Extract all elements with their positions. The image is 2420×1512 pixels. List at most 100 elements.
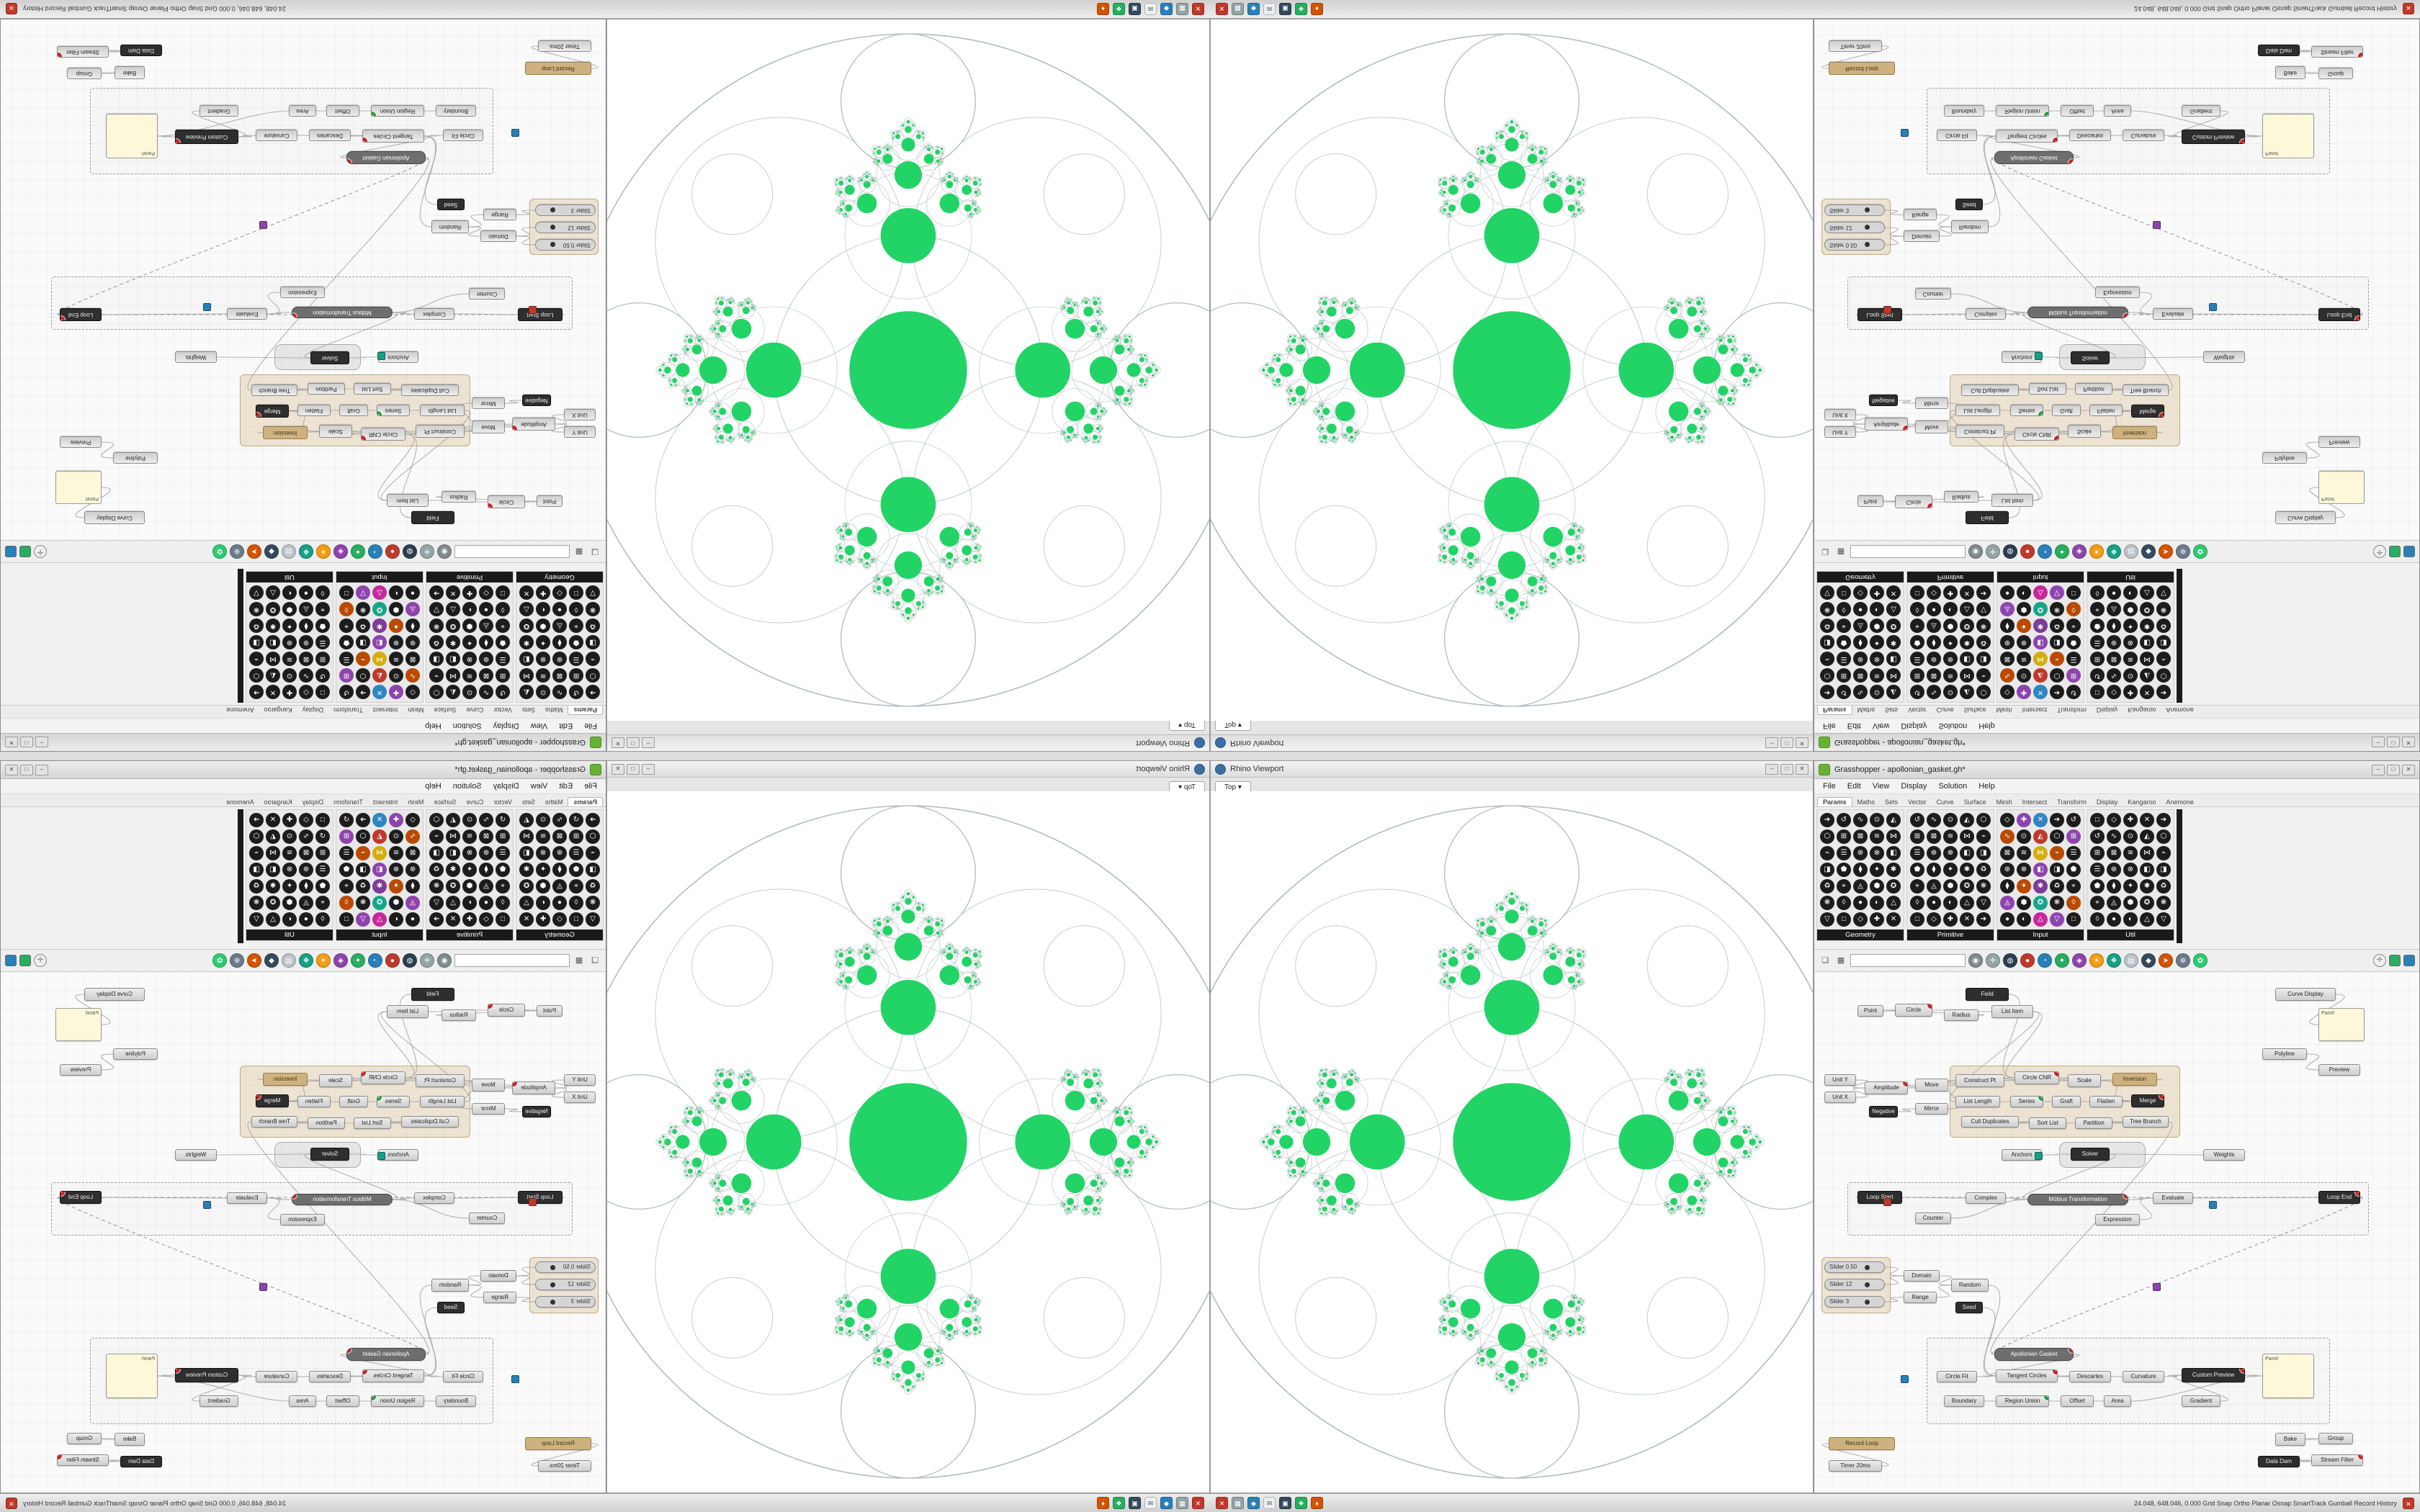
component-icon[interactable]: ◬ (552, 618, 567, 633)
component-icon[interactable]: ❋ (249, 896, 264, 910)
toolbar-icon-8[interactable]: ❖ (2107, 544, 2121, 559)
component-icon[interactable]: ✪ (372, 602, 387, 616)
gh-node[interactable]: Field (411, 988, 454, 1001)
component-icon[interactable]: ✪ (446, 879, 460, 894)
component-icon[interactable]: ◐ (2123, 912, 2138, 927)
component-icon[interactable]: ⧫ (299, 879, 313, 894)
component-icon[interactable]: ⊕ (2000, 863, 2015, 877)
tab-transform[interactable]: Transform (2057, 706, 2087, 714)
component-icon[interactable]: ✕ (266, 813, 280, 827)
component-icon[interactable]: ⊙ (2017, 829, 2031, 844)
component-icon[interactable]: ⬡ (356, 668, 370, 683)
component-icon[interactable]: ⊠ (2000, 652, 2015, 666)
component-icon[interactable]: ◇ (1853, 585, 1868, 600)
component-icon[interactable]: ◇ (479, 912, 493, 927)
component-icon[interactable]: ◊ (496, 896, 510, 910)
component-icon[interactable]: ◧ (2033, 635, 2048, 649)
gh-node[interactable]: Solver (310, 351, 349, 364)
menu-item-solution[interactable]: Solution (1938, 721, 1968, 730)
component-icon[interactable]: ◨ (586, 863, 600, 877)
viewport-tab-top[interactable]: Top ▾ (1169, 720, 1205, 731)
component-icon[interactable]: ✕ (372, 813, 387, 827)
component-icon[interactable]: ✚ (389, 685, 403, 699)
gh-node[interactable]: Apollonian Gasket✕ (346, 151, 426, 164)
component-icon[interactable]: ▽ (2050, 585, 2064, 600)
component-icon[interactable]: ⌖ (2090, 602, 2105, 616)
palette-group-label[interactable]: Primitive (1907, 930, 1994, 940)
viewport-titlebar[interactable]: Rhino Viewport – □ ✕ (607, 761, 1209, 778)
gh-node[interactable]: Random (431, 1279, 469, 1292)
component-icon[interactable]: ⌖ (1910, 879, 1924, 894)
toolbar-icon-2[interactable]: ◍ (403, 544, 417, 559)
gh-node[interactable]: Circle✕ (488, 495, 525, 508)
slider-knob[interactable] (550, 1299, 555, 1305)
component-icon[interactable]: ⬟ (2090, 879, 2105, 894)
component-icon[interactable]: ✪ (1886, 618, 1901, 633)
close-icon[interactable]: ✕ (5, 764, 18, 775)
component-icon[interactable]: ▽ (586, 585, 600, 600)
component-icon[interactable]: ◭ (1960, 685, 1974, 699)
component-icon[interactable]: ▽ (2050, 912, 2064, 927)
component-icon[interactable]: ➔ (1976, 585, 1991, 600)
component-icon[interactable]: ≋ (2123, 846, 2138, 860)
component-icon[interactable]: ◭ (2140, 668, 2154, 683)
gh-node[interactable]: Slider 12 (535, 222, 596, 233)
gh-node[interactable]: Panel (2262, 114, 2314, 158)
component-icon[interactable]: ⬡ (2156, 668, 2171, 683)
gh-node[interactable]: Tree Branch (251, 384, 297, 396)
gh-node[interactable]: Polyline (2262, 1048, 2307, 1060)
component-icon[interactable]: △ (372, 585, 387, 600)
gh-node[interactable]: Counter (469, 288, 505, 300)
gh-node[interactable]: Circle Fit (1937, 1371, 1977, 1382)
gh-node[interactable]: Cull Duplicates (401, 1116, 459, 1128)
gh-node[interactable]: Panel (2318, 1008, 2365, 1041)
component-icon[interactable]: ✪ (446, 618, 460, 633)
component-icon[interactable]: ⊕ (552, 846, 567, 860)
component-icon[interactable]: ◇ (2000, 813, 2015, 827)
node-canvas[interactable]: Field Point Circle✕ Radius List Item Curve Di… (1, 972, 606, 1493)
gh-node[interactable]: Apollonian Gasket✕ (346, 1348, 426, 1361)
component-icon[interactable]: ↺ (2090, 668, 2105, 683)
component-icon[interactable]: ✦ (389, 879, 403, 894)
component-icon[interactable]: ⋈ (519, 668, 534, 683)
component-icon[interactable]: ⬢ (462, 618, 477, 633)
component-icon[interactable]: ♻ (1820, 879, 1834, 894)
compass-icon[interactable]: ✛ (34, 954, 47, 967)
gh-node[interactable]: Complex (1966, 1192, 2006, 1204)
gh-node[interactable]: Stream Filter✕ (57, 1454, 109, 1466)
component-icon[interactable]: ◬ (479, 618, 493, 633)
component-icon[interactable]: ⊗ (1870, 846, 1884, 860)
gh-node[interactable]: Weights (175, 351, 217, 363)
component-icon[interactable]: ◭ (446, 685, 460, 699)
toolbar-icon-2[interactable]: ◍ (2003, 544, 2017, 559)
component-icon[interactable]: ◊ (315, 912, 330, 927)
component-icon[interactable]: ⬟ (339, 635, 354, 649)
menu-item-help[interactable]: Help (425, 782, 442, 791)
component-icon[interactable]: ⊠ (1927, 829, 1941, 844)
component-icon[interactable]: △ (372, 912, 387, 927)
gh-node[interactable]: Series✓ (377, 405, 410, 416)
gh-node[interactable]: Möbius Transformation✕ (292, 307, 393, 318)
gh-node[interactable]: Group (2318, 68, 2353, 79)
gh-node[interactable]: Record Loop (525, 1437, 591, 1450)
component-icon[interactable]: ◇ (405, 685, 420, 699)
tab-curve[interactable]: Curve (466, 798, 484, 806)
gh-node[interactable]: Weights (2203, 351, 2245, 363)
component-icon[interactable]: ♻ (356, 618, 370, 633)
gh-node[interactable]: Preview (2318, 436, 2360, 448)
component-icon[interactable]: ⋈ (2140, 846, 2154, 860)
component-icon[interactable]: ∿ (299, 829, 313, 844)
component-icon[interactable]: ◨ (1820, 635, 1834, 649)
component-icon[interactable]: ➔ (249, 813, 264, 827)
gh-node[interactable]: Complex (1966, 308, 2006, 320)
toolbar-icon-9[interactable]: ▤ (282, 544, 296, 559)
app-orange-icon[interactable]: ♦ (1097, 1497, 1109, 1509)
component-icon[interactable]: ⊠ (405, 652, 420, 666)
component-icon[interactable]: ◭ (2033, 668, 2048, 683)
slider-knob[interactable] (550, 1282, 555, 1287)
component-icon[interactable]: ⬢ (389, 896, 403, 910)
component-icon[interactable]: ⊗ (536, 652, 550, 666)
gh-node[interactable]: Field (1966, 988, 2009, 1001)
component-icon[interactable]: ⬡ (249, 668, 264, 683)
component-icon[interactable]: ⬢ (282, 602, 297, 616)
